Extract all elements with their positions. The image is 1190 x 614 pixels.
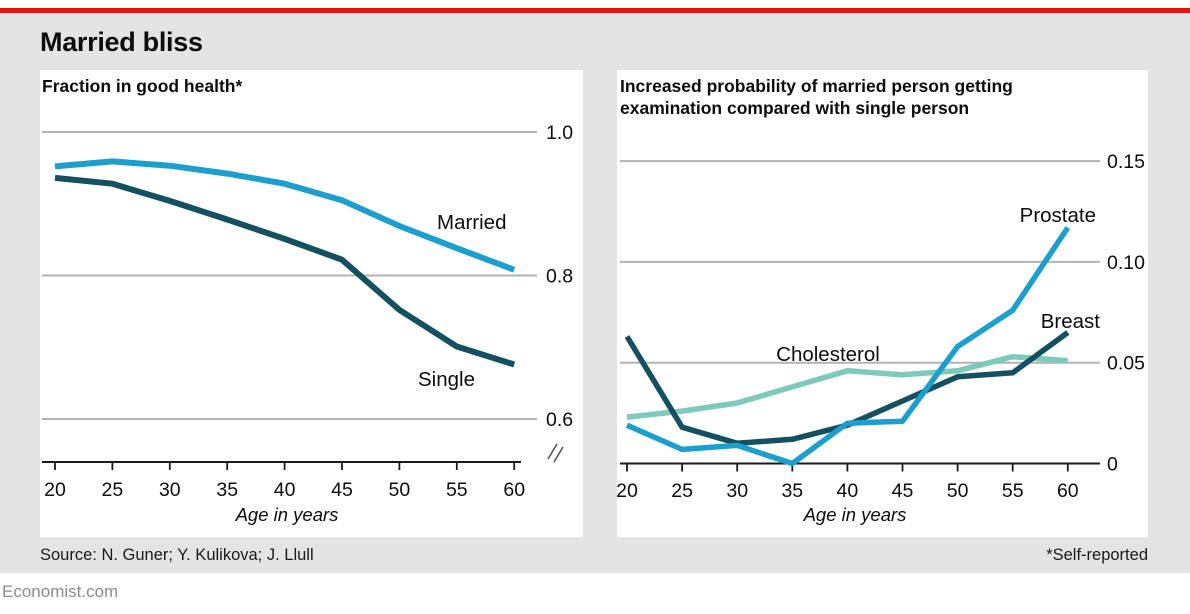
source-note: Source: N. Guner; Y. Kulikova; J. Llull (40, 546, 314, 564)
y-tick-label-0.6: 0.6 (546, 409, 573, 431)
y-tick-label-1.0: 1.0 (546, 122, 573, 144)
y-tick-label-0.15: 0.15 (1107, 151, 1145, 173)
breast-label: Breast (1041, 310, 1101, 333)
x-tick-label-20: 20 (44, 479, 66, 501)
married-line (54, 158, 516, 273)
left-chart-panel: Fraction in good health* 1.0 0.8 0.6 20 25 30… (40, 70, 583, 537)
y-tick-label-0.05: 0.05 (1107, 353, 1145, 375)
economist-brand-link[interactable]: Economist.com (2, 582, 119, 601)
single-line (54, 174, 516, 368)
x-tick-label-40: 40 (274, 479, 296, 501)
x-tick-label-20: 20 (617, 480, 638, 502)
x-tick-label-25: 25 (102, 479, 124, 501)
top-red-bar (0, 8, 1190, 13)
cholesterol-label: Cholesterol (776, 343, 880, 366)
axis-break-icon (547, 443, 564, 463)
y-tick-label-0.10: 0.10 (1107, 252, 1145, 274)
x-tick-label-35: 35 (216, 479, 238, 501)
right-chart-title: Increased probability of married person … (620, 75, 1013, 119)
x-axis-title: Age in years (235, 504, 339, 525)
x-tick-label-25: 25 (671, 480, 693, 502)
x-tick-label-55: 55 (1002, 480, 1024, 502)
married-label: Married (437, 211, 507, 234)
prostate-label: Prostate (1020, 204, 1096, 227)
right-chart-title-line1: Increased probability of married person … (620, 76, 1013, 96)
left-chart-title: Fraction in good health* (42, 76, 243, 96)
x-tick-label-60: 60 (503, 479, 525, 501)
x-axis-title: Age in years (803, 504, 907, 525)
prostate-line (625, 226, 1071, 467)
y-tick-label-0: 0 (1107, 454, 1118, 476)
cholesterol-line (626, 353, 1068, 420)
x-tick-label-60: 60 (1057, 480, 1079, 502)
page-title: Married bliss (40, 27, 203, 57)
x-tick-label-35: 35 (781, 480, 803, 502)
footnote-self-reported: *Self-reported (1046, 546, 1148, 564)
x-tick-label-45: 45 (331, 479, 353, 501)
x-tick-label-40: 40 (837, 480, 859, 502)
right-chart-panel: Increased probability of married person … (617, 70, 1148, 537)
single-label: Single (418, 368, 475, 391)
left-chart: 1.0 0.8 0.6 20 25 30 35 40 45 50 55 60 Age in years M… (42, 122, 573, 525)
x-tick-label-45: 45 (892, 480, 914, 502)
right-chart: 0.15 0.10 0.05 0 20 25 30 35 40 45 50 55 60 Age in ye… (617, 151, 1145, 525)
y-tick-label-0.8: 0.8 (546, 266, 573, 288)
x-tick-label-30: 30 (159, 479, 181, 501)
x-tick-label-55: 55 (446, 479, 468, 501)
x-tick-label-50: 50 (947, 480, 969, 502)
x-tick-label-50: 50 (389, 479, 411, 501)
x-tick-label-30: 30 (726, 480, 748, 502)
right-chart-title-line2: examination compared with single person (620, 98, 970, 118)
